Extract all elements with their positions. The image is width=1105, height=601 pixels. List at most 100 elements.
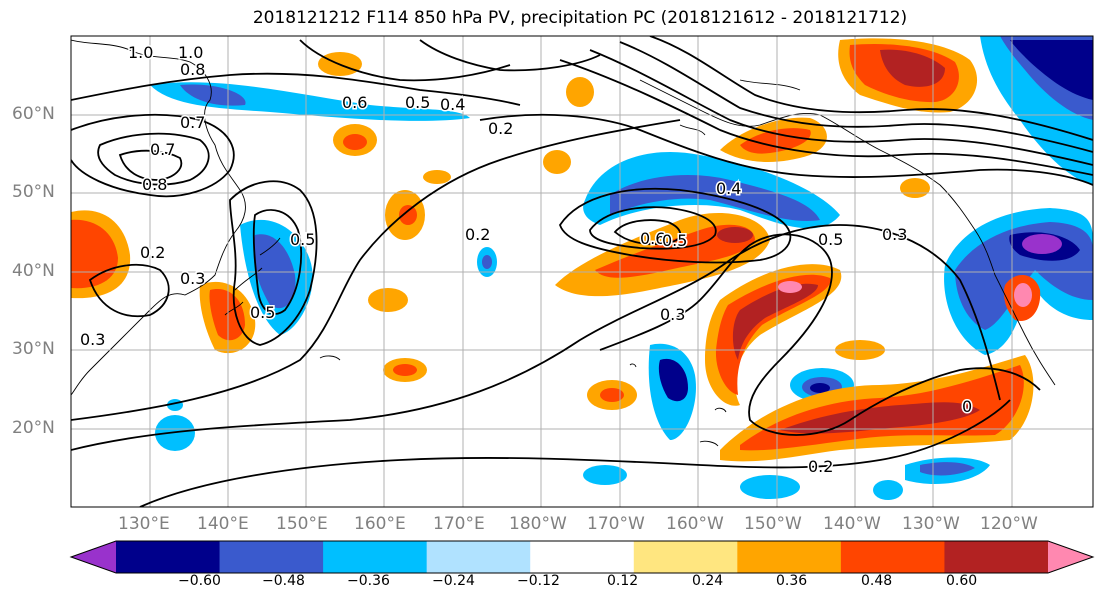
precip-positive-region bbox=[740, 128, 811, 154]
precip-negative-region bbox=[482, 255, 492, 269]
precip-negative-region bbox=[810, 383, 830, 393]
graticule bbox=[71, 36, 1093, 507]
precip-positive-region bbox=[399, 205, 417, 225]
contour-label: 0.6 bbox=[342, 93, 367, 112]
pv-contour bbox=[88, 263, 170, 318]
contour-label: 0.7 bbox=[150, 140, 175, 159]
precip-positive-region bbox=[717, 227, 753, 243]
pv-contour bbox=[589, 206, 717, 250]
precip-positive-region bbox=[393, 364, 417, 376]
island-coastline bbox=[319, 355, 727, 447]
latitude-label: 60°N bbox=[12, 104, 55, 124]
pv-contour bbox=[299, 39, 511, 82]
latitude-label: 20°N bbox=[12, 418, 55, 438]
precip-negative-region bbox=[583, 465, 627, 485]
longitude-label: 130°E bbox=[118, 514, 170, 534]
precip-positive-region bbox=[595, 224, 755, 278]
precip-positive-region bbox=[880, 49, 945, 87]
precip-positive-region bbox=[715, 274, 831, 395]
precip-positive-region bbox=[343, 134, 367, 150]
colorbar-segment bbox=[737, 541, 842, 573]
coastlines bbox=[71, 39, 1056, 447]
pv-contour bbox=[252, 209, 303, 315]
pv-contour bbox=[649, 36, 1093, 141]
contour-label: 1.0 bbox=[128, 43, 153, 62]
colorbar-segment bbox=[426, 541, 531, 573]
precip-negative-region bbox=[873, 480, 903, 500]
contour-label: 0.7 bbox=[180, 113, 205, 132]
contour-label: 0.8 bbox=[142, 175, 167, 194]
precip-negative-region bbox=[1022, 234, 1062, 254]
contour-label: 0.8 bbox=[180, 60, 205, 79]
contour-label: 0.4 bbox=[440, 95, 465, 114]
map-panel: 1.0 1.0 0.8 0.6 0.5 0.4 0.2 0.7 0.7 0.8 … bbox=[70, 35, 1094, 508]
pv-contour bbox=[419, 39, 601, 72]
longitude-label: 160°E bbox=[354, 514, 406, 534]
pv-contour bbox=[559, 187, 792, 264]
contour-label: 0.5 bbox=[290, 230, 315, 249]
longitude-label: 140°W bbox=[823, 514, 881, 534]
colorbar-segment bbox=[116, 541, 221, 573]
colorbar bbox=[69, 540, 1095, 574]
precip-negative-region bbox=[740, 475, 800, 499]
contour-label: 1.0 bbox=[178, 43, 203, 62]
contour-labels: 1.0 1.0 0.8 0.6 0.5 0.4 0.2 0.7 0.7 0.8 … bbox=[79, 42, 974, 478]
pv-contour bbox=[613, 219, 682, 245]
contour-label: 0.3 bbox=[660, 305, 685, 324]
precip-positive-region bbox=[780, 402, 980, 434]
precip-positive-region bbox=[732, 283, 818, 360]
precip-negative-region bbox=[1010, 40, 1093, 100]
precip-positive-region bbox=[566, 77, 594, 107]
colorbar-segment bbox=[323, 541, 428, 573]
pv-contour bbox=[71, 113, 235, 198]
asia-coastline bbox=[71, 39, 246, 396]
precip-positive-region bbox=[543, 150, 571, 174]
contour-label: 0 bbox=[962, 397, 972, 416]
precip-positive-region bbox=[900, 178, 930, 198]
pv-contour bbox=[599, 233, 1041, 436]
colorbar-tick-label: 0.36 bbox=[776, 573, 808, 589]
colorbar-tick-label: −0.24 bbox=[432, 573, 475, 589]
precip-negative-region bbox=[610, 175, 820, 221]
longitude-label: 150°E bbox=[276, 514, 328, 534]
contour-label: 0.2 bbox=[465, 225, 490, 244]
latitude-label: 30°N bbox=[12, 339, 55, 359]
map-title: 2018121212 F114 850 hPa PV, precipitatio… bbox=[252, 8, 908, 28]
colorbar-tick-label: 0.48 bbox=[861, 573, 893, 589]
pv-contour bbox=[589, 49, 1093, 166]
pv-contour bbox=[118, 149, 183, 181]
contour-label: 0.5 bbox=[250, 303, 275, 322]
colorbar-tick-label: −0.60 bbox=[178, 573, 221, 589]
colorbar-tick-label: 0.12 bbox=[607, 573, 639, 589]
colorbar-tick-label: −0.12 bbox=[517, 573, 560, 589]
longitude-label: 170°W bbox=[587, 514, 645, 534]
longitude-label: 140°E bbox=[197, 514, 249, 534]
contour-label: 0.3 bbox=[180, 269, 205, 288]
colorbar-segment bbox=[633, 541, 738, 573]
precip-positive-region bbox=[600, 388, 624, 402]
colorbar-extend-max bbox=[1048, 541, 1093, 573]
pv-contour bbox=[71, 72, 521, 106]
contour-label: 0.5 bbox=[662, 231, 687, 250]
pv-contour bbox=[97, 132, 210, 186]
contour-label: 0.5 bbox=[405, 93, 430, 112]
contour-label: 0.2 bbox=[488, 119, 513, 138]
precip-positive-region bbox=[368, 288, 408, 312]
precip-positive-region bbox=[423, 170, 451, 184]
precip-positive-region bbox=[778, 281, 802, 293]
pv-contour bbox=[559, 59, 1093, 176]
precip-negative-region bbox=[180, 84, 246, 106]
map-frame bbox=[70, 35, 1094, 508]
pv-contour bbox=[71, 224, 1001, 451]
precip-positive-region bbox=[209, 289, 245, 341]
precip-negative-region bbox=[658, 358, 688, 402]
precip-positive-region bbox=[1014, 283, 1032, 307]
colorbar-extend-min bbox=[71, 541, 116, 573]
longitude-label: 120°W bbox=[980, 514, 1038, 534]
longitude-label: 130°W bbox=[902, 514, 960, 534]
longitude-label: 170°E bbox=[433, 514, 485, 534]
pv-contour bbox=[619, 41, 1093, 153]
precip-shading bbox=[71, 36, 1093, 500]
longitude-label: 160°W bbox=[666, 514, 724, 534]
longitude-label: 150°W bbox=[744, 514, 802, 534]
